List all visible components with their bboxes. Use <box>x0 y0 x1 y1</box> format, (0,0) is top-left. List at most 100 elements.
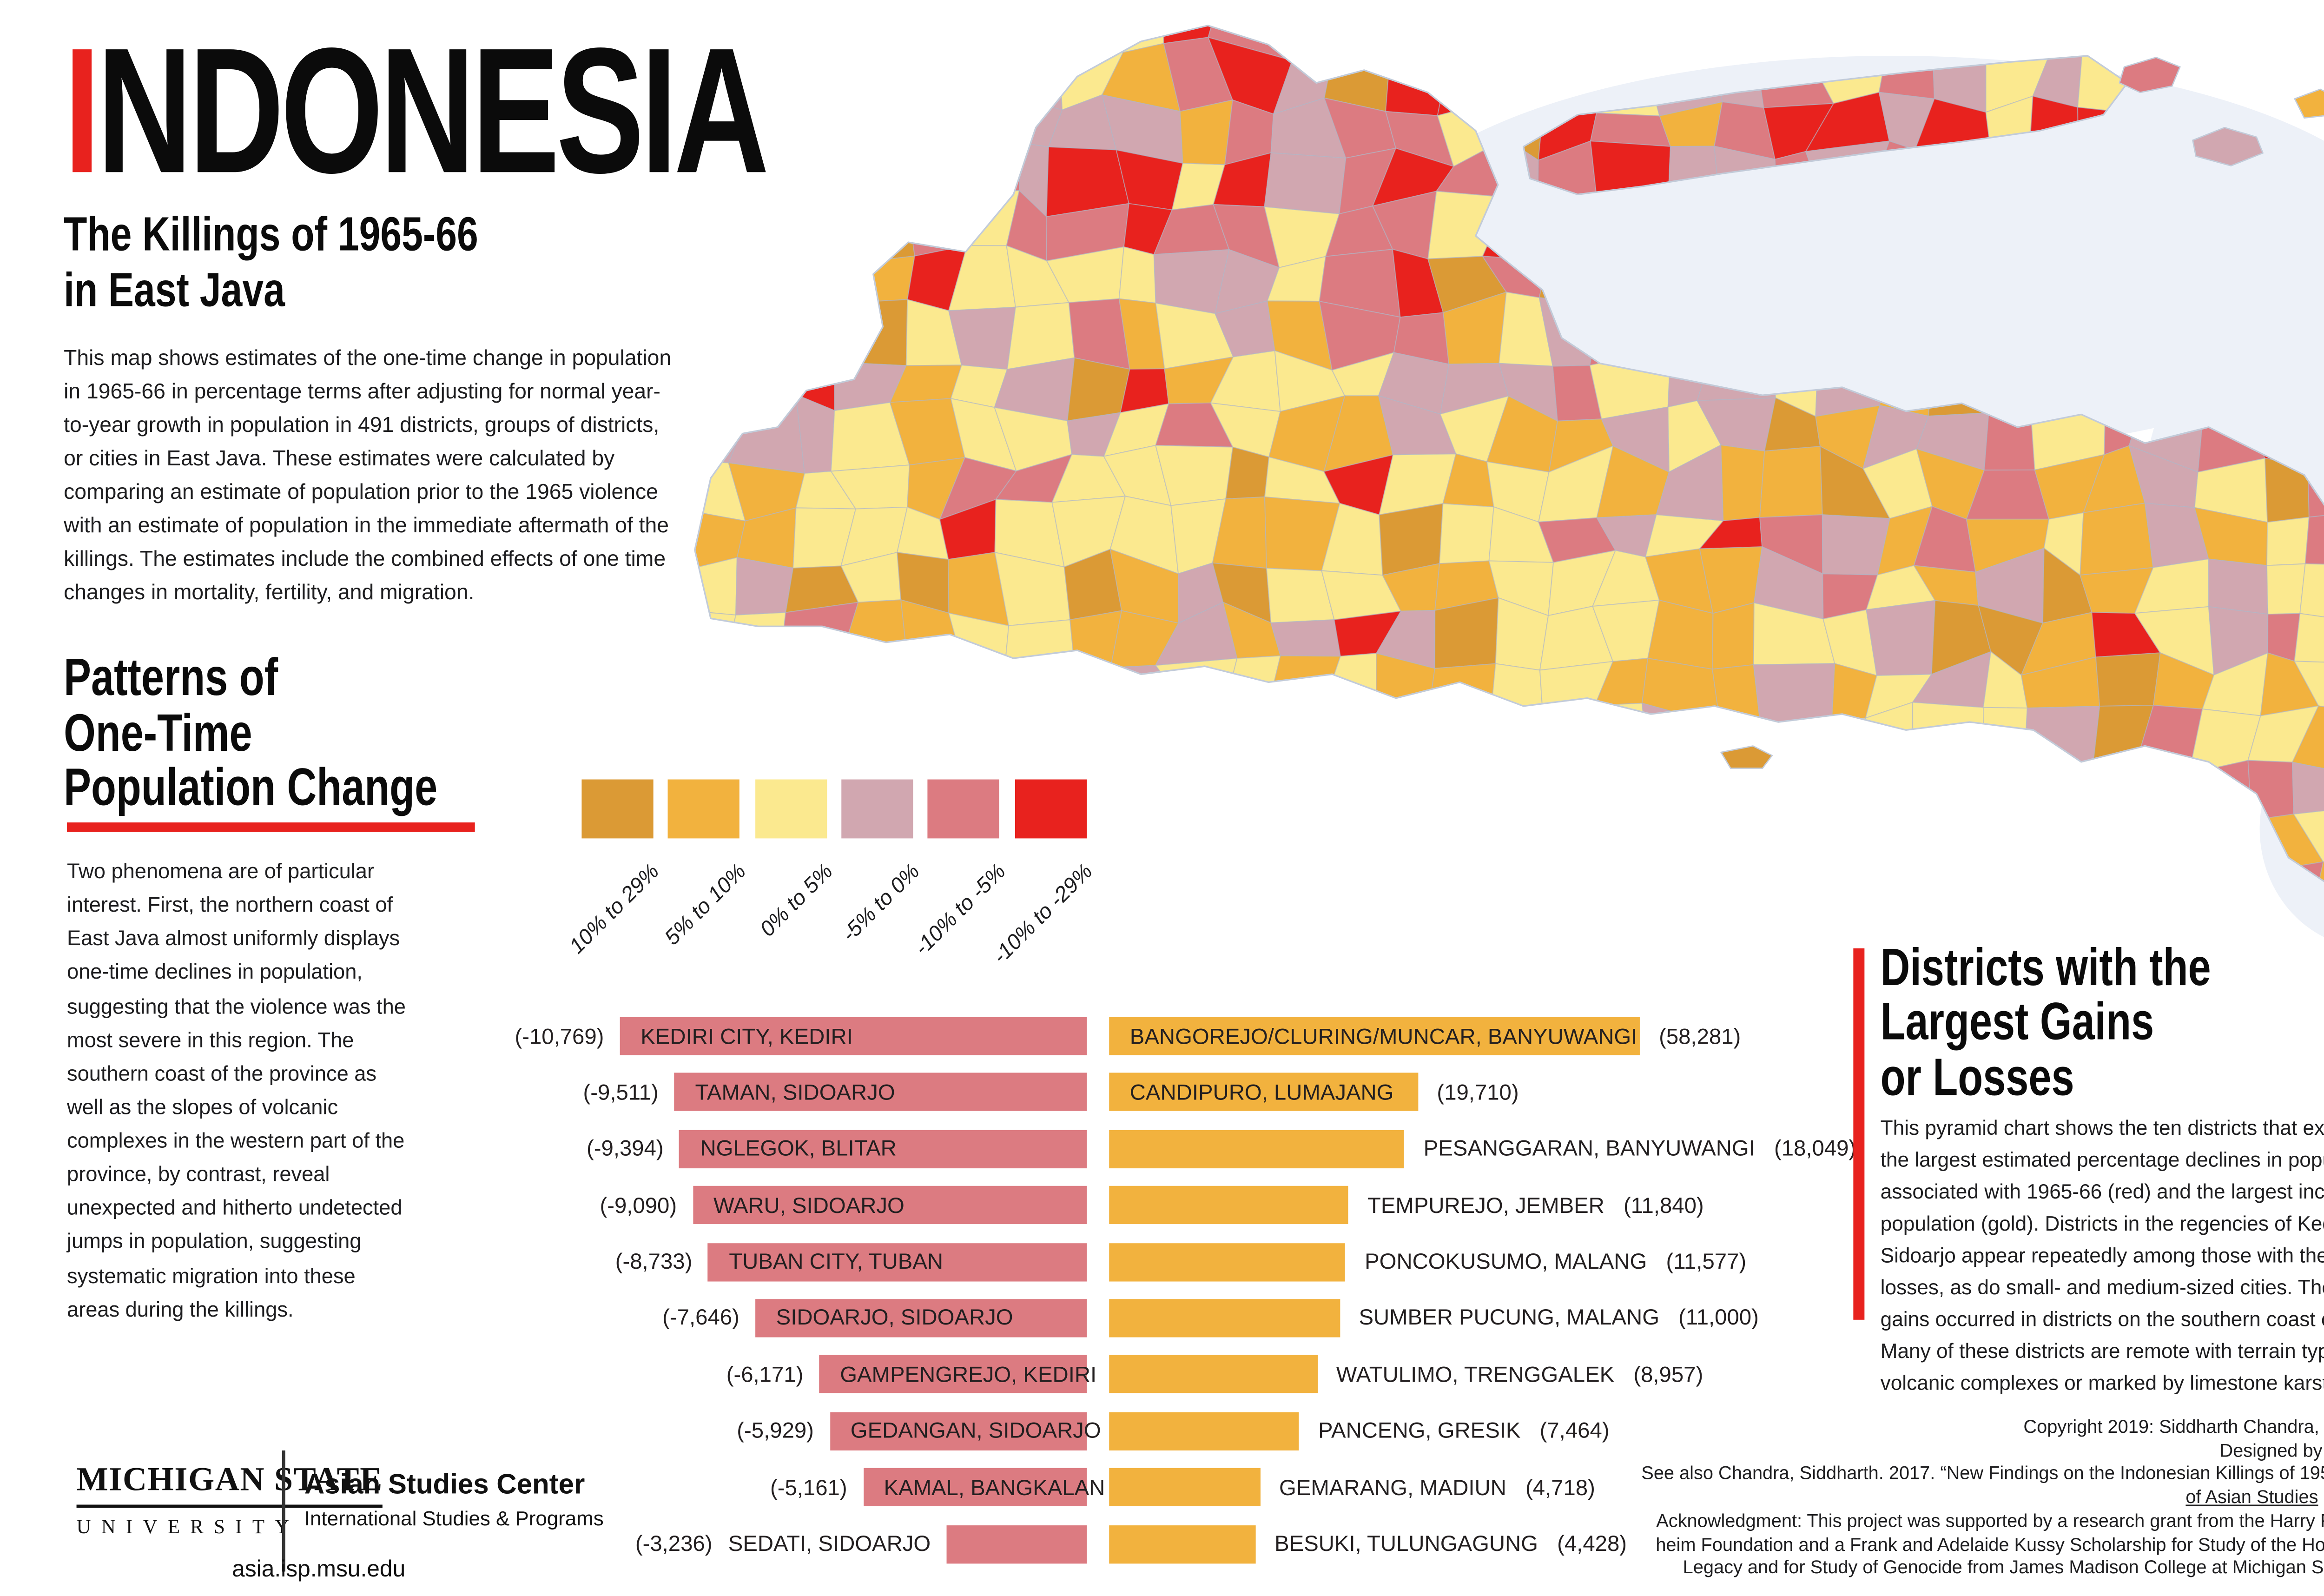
asian-studies-center-block: Asian Studies Center International Studi… <box>304 1468 604 1530</box>
loss-district-label: TUBAN CITY, TUBAN <box>729 1250 944 1274</box>
loss-side: (-9,394) NGLEGOK, BLITAR <box>526 1130 1087 1168</box>
legend-swatch <box>928 779 1000 839</box>
title-red-initial: I <box>64 11 100 211</box>
msu-university: UNIVERSITY <box>76 1516 300 1538</box>
title-rest: NDONESIA <box>97 11 769 211</box>
gain-side: TEMPUREJO, JEMBER (11,840) <box>1109 1186 2324 1225</box>
loss-side: (-5,929) GEDANGAN, SIDOARJO <box>526 1411 1101 1450</box>
loss-side: (-7,646) SIDOARJO, SIDOARJO <box>526 1299 1087 1338</box>
loss-value-label: (-5,929) <box>737 1419 814 1443</box>
pyramid-row-4: (-9,090) WARU, SIDOARJO TEMPUREJO, JEMBER (… <box>526 1186 2324 1225</box>
credit-citation-post: 76(4):1059-86. <box>2318 1487 2324 1508</box>
gain-bar: CANDIPURO, LUMAJANG <box>1109 1073 1418 1112</box>
legend-item-3: 0% to 5% <box>754 779 837 941</box>
pyramid-row-2: (-9,511) TAMAN, SIDOARJO CANDIPURO, LUMAJA… <box>526 1073 2324 1112</box>
districts-heading-line1: Districts with the <box>1880 937 2211 996</box>
pyramid-row-3: (-9,394) NGLEGOK, BLITAR PESANGGARAN, BANY… <box>526 1130 2324 1168</box>
gain-value-label: (4,428) <box>1557 1531 1627 1556</box>
loss-side: (-9,090) WARU, SIDOARJO <box>526 1186 1087 1225</box>
gain-district-label: BANGOREJO/CLURING/MUNCAR, BANYUWANGI <box>1129 1024 1637 1048</box>
footer-url: asia.isp.msu.edu <box>232 1557 406 1583</box>
patterns-heading-line3: Population Change <box>64 757 438 817</box>
legend-item-5: -10% to -5% <box>909 779 1010 960</box>
credit-citation-journal2: of Asian Studies <box>2185 1487 2318 1508</box>
loss-value-label: (-5,161) <box>770 1475 847 1499</box>
loss-side: (-9,511) TAMAN, SIDOARJO <box>526 1073 1087 1112</box>
loss-bar: TAMAN, SIDOARJO <box>674 1073 1087 1112</box>
pyramid-row-8: (-5,929) GEDANGAN, SIDOARJO PANCENG, GRESI… <box>526 1411 2324 1450</box>
east-java-choropleth-map <box>682 0 2324 975</box>
legend-item-1: 10% to 29% <box>565 779 664 958</box>
gain-side: BESUKI, TULUNGAGUNG (4,428) <box>1109 1524 2324 1563</box>
choropleth-map-svg <box>694 25 2324 937</box>
legend-swatch <box>1014 779 1086 839</box>
credit-citation-pre: See also Chandra, Siddharth. 2017. “New … <box>1641 1464 2324 1485</box>
gain-value-label: (19,710) <box>1437 1080 1519 1105</box>
loss-bar: WARU, SIDOARJO <box>693 1186 1087 1225</box>
loss-district-label: KAMAL, BANGKALAN <box>884 1475 1105 1499</box>
legend-swatch <box>581 779 654 839</box>
loss-side: (-8,733) TUBAN CITY, TUBAN <box>526 1242 1087 1281</box>
loss-side: (-10,769) KEDIRI CITY, KEDIRI <box>515 1017 1087 1055</box>
credit-acknowledgment-line3: Legacy and for Study of Genocide from Ja… <box>1683 1557 2324 1579</box>
legend-item-2: 5% to 10% <box>660 779 750 950</box>
gain-bar <box>1109 1130 1405 1168</box>
loss-bar: GEDANGAN, SIDOARJO <box>830 1411 1101 1450</box>
loss-value-label: (-9,511) <box>583 1080 659 1105</box>
gain-value-label: (58,281) <box>1659 1024 1741 1048</box>
gain-side: GEMARANG, MADIUN (4,718) <box>1109 1468 2324 1507</box>
gain-value-label: (11,577) <box>1666 1250 1747 1274</box>
intro-paragraph: This map shows estimates of the one-time… <box>64 345 672 605</box>
patterns-heading: Patterns of One-Time Population Change <box>64 649 543 817</box>
legend-item-6: -10% to -29% <box>988 779 1096 968</box>
loss-value-label: (-7,646) <box>662 1306 739 1330</box>
districts-paragraph: This pyramid chart shows the ten distric… <box>1880 1115 2324 1395</box>
gain-bar <box>1109 1524 1255 1563</box>
loss-district-label: WARU, SIDOARJO <box>713 1193 905 1218</box>
loss-value-label: (-9,394) <box>587 1137 664 1161</box>
loss-bar: NGLEGOK, BLITAR <box>679 1130 1087 1168</box>
patterns-paragraph: Two phenomena are of particular interest… <box>66 859 406 1321</box>
gain-district-label: GEMARANG, MADIUN <box>1279 1475 1506 1499</box>
asc-title: Asian Studies Center <box>304 1468 585 1500</box>
credit-designer: Designed by: Camille North <box>2219 1440 2324 1461</box>
gain-bar <box>1109 1355 1317 1394</box>
legend-swatch <box>754 779 826 839</box>
loss-bar <box>946 1524 1087 1563</box>
gain-bar <box>1109 1411 1299 1450</box>
districts-heading-line2: Largest Gains <box>1880 992 2154 1051</box>
loss-district-label: GAMPENGREJO, KEDIRI <box>840 1362 1097 1387</box>
patterns-red-rule <box>66 822 475 832</box>
patterns-heading-line2: One-Time <box>64 702 252 762</box>
gain-value-label: (11,840) <box>1623 1193 1704 1218</box>
pyramid-chart: (-10,769) KEDIRI CITY, KEDIRI BANGOREJO/CL… <box>515 1017 2324 1581</box>
loss-value-label: (-10,769) <box>515 1024 604 1048</box>
credit-citation-line2: of Asian Studies 76(4):1059-86. <box>1641 1487 2324 1510</box>
pyramid-row-9: (-5,161) KAMAL, BANGKALAN GEMARANG, MADIUN… <box>526 1468 2324 1507</box>
subtitle-line2: in East Java <box>64 265 285 318</box>
loss-bar: TUBAN CITY, TUBAN <box>708 1242 1087 1281</box>
legend-swatch <box>668 779 740 839</box>
poster-title: INDONESIA <box>64 21 1012 201</box>
loss-value-label: (-6,171) <box>726 1362 804 1387</box>
pyramid-row-7: (-6,171) GAMPENGREJO, KEDIRI WATULIMO, TRE… <box>526 1355 2324 1394</box>
loss-district-label: TAMAN, SIDOARJO <box>695 1080 895 1105</box>
loss-side: (-6,171) GAMPENGREJO, KEDIRI <box>526 1355 1096 1394</box>
gain-district-label: TEMPUREJO, JEMBER <box>1367 1193 1604 1218</box>
gain-bar <box>1109 1242 1346 1281</box>
loss-side: (-5,161) KAMAL, BANGKALAN <box>526 1468 1105 1507</box>
gain-district-label: BESUKI, TULUNGAGUNG <box>1274 1531 1538 1556</box>
loss-side: (-3,236) SEDATI, SIDOARJO <box>526 1524 1087 1563</box>
legend-label: 10% to 29% <box>565 859 664 958</box>
gain-district-label: SUMBER PUCUNG, MALANG <box>1359 1306 1660 1330</box>
loss-district-label: SEDATI, SIDOARJO <box>728 1531 931 1556</box>
legend-item-4: -5% to 0% <box>836 779 924 946</box>
gain-district-label: PANCENG, GRESIK <box>1318 1419 1521 1443</box>
gain-district-label: PESANGGARAN, BANYUWANGI <box>1423 1137 1755 1161</box>
loss-district-label: KEDIRI CITY, KEDIRI <box>640 1024 853 1048</box>
subtitle-line1: The Killings of 1965-66 <box>64 209 478 262</box>
loss-district-label: GEDANGAN, SIDOARJO <box>850 1419 1101 1443</box>
legend-swatch <box>841 779 913 839</box>
pyramid-row-1: (-10,769) KEDIRI CITY, KEDIRI BANGOREJO/CL… <box>515 1017 2324 1055</box>
